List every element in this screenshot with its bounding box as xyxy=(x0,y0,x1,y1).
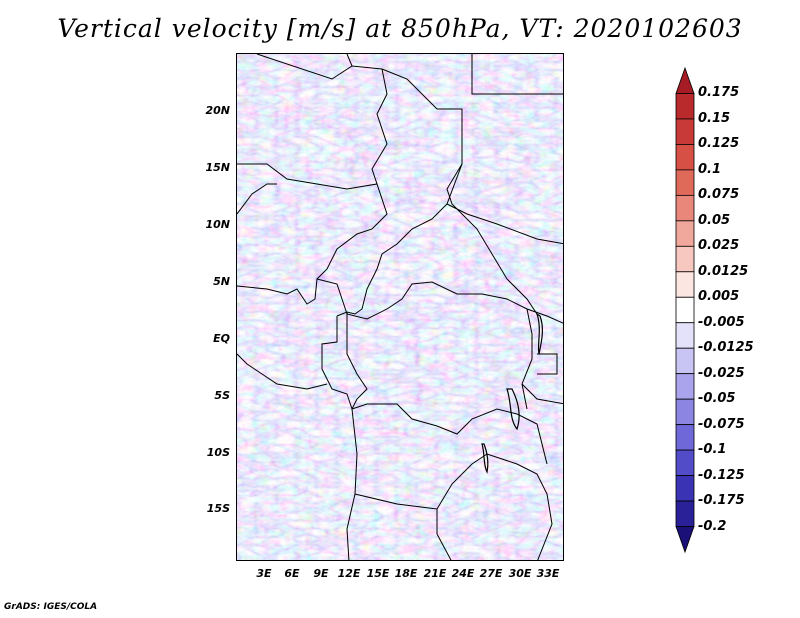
grads-credit: GrADS: IGES/COLA xyxy=(4,602,98,612)
map-panel xyxy=(236,53,564,561)
lon-label: 21E xyxy=(423,567,447,580)
lat-label: 15S xyxy=(206,502,230,515)
lon-label: 15E xyxy=(366,567,390,580)
colorbar-segment xyxy=(675,449,695,476)
colorbar-segment xyxy=(675,93,695,120)
lat-label: 10S xyxy=(206,446,230,459)
colorbar-label: 0.025 xyxy=(698,238,740,254)
colorbar-label: -0.05 xyxy=(698,391,736,407)
chart-title: Vertical velocity [m/s] at 850hPa, VT: 2… xyxy=(57,14,743,43)
colorbar-segment xyxy=(675,526,695,554)
colorbar xyxy=(675,66,695,554)
colorbar-label: 0.0125 xyxy=(698,263,749,279)
colorbar-label: -0.005 xyxy=(698,314,745,330)
lon-label: 12E xyxy=(337,567,361,580)
colorbar-label: 0.075 xyxy=(698,187,740,203)
colorbar-segment xyxy=(675,373,695,400)
colorbar-segment xyxy=(675,144,695,171)
colorbar-label: 0.125 xyxy=(698,136,740,152)
lake-outlines xyxy=(481,312,544,474)
colorbar-segment xyxy=(675,169,695,196)
colorbar-segment xyxy=(675,347,695,375)
lat-label: 20N xyxy=(205,104,230,117)
colorbar-label: 0.15 xyxy=(698,110,731,126)
lat-label: 10N xyxy=(205,218,230,231)
colorbar-label: -0.2 xyxy=(698,518,727,534)
colorbar-segment xyxy=(675,322,695,349)
colorbar-segment xyxy=(675,220,695,247)
colorbar-segment xyxy=(675,398,695,426)
colorbar-segment xyxy=(675,245,695,273)
lat-label: 15N xyxy=(205,161,230,174)
lon-label: 27E xyxy=(479,567,503,580)
lon-label: 6E xyxy=(284,567,300,580)
colorbar-label: 0.005 xyxy=(698,289,740,305)
colorbar-label: 0.05 xyxy=(698,212,731,228)
colorbar-segment xyxy=(675,194,695,222)
colorbar-segment xyxy=(675,271,695,298)
colorbar-label: -0.075 xyxy=(698,416,745,432)
lon-label: 30E xyxy=(508,567,532,580)
lon-label: 33E xyxy=(536,567,560,580)
velocity-field-map xyxy=(237,54,563,560)
lat-label: 5N xyxy=(213,275,230,288)
colorbar-segment xyxy=(675,66,695,94)
colorbar-segment xyxy=(675,500,695,527)
colorbar-segment xyxy=(675,475,695,502)
lat-label: 5S xyxy=(214,389,230,402)
colorbar-segment xyxy=(675,296,695,324)
lon-label: 24E xyxy=(451,567,475,580)
lon-label: 9E xyxy=(313,567,329,580)
colorbar-label: -0.0125 xyxy=(698,340,754,356)
colorbar-label: -0.125 xyxy=(698,467,745,483)
colorbar-label: -0.1 xyxy=(698,442,727,458)
lat-label: EQ xyxy=(213,332,230,345)
colorbar-segment xyxy=(675,118,695,145)
colorbar-label: 0.1 xyxy=(698,161,722,177)
colorbar-segment xyxy=(675,424,695,451)
colorbar-label: -0.025 xyxy=(698,365,745,381)
lon-label: 18E xyxy=(394,567,418,580)
colorbar-label: -0.175 xyxy=(698,493,745,509)
field-noise-overlay xyxy=(237,54,563,560)
lon-label: 3E xyxy=(256,567,272,580)
colorbar-label: 0.175 xyxy=(698,85,740,101)
